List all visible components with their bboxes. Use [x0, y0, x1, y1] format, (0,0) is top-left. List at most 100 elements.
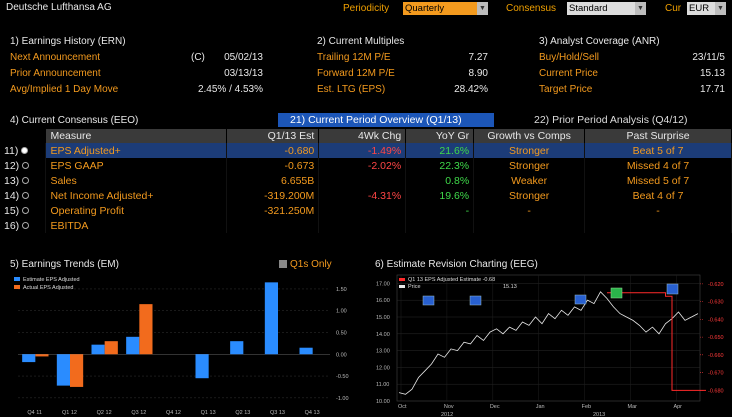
consensus-table: Measure Q1/13 Est 4Wk Chg YoY Gr Growth …: [0, 129, 732, 233]
row-est: -321.250M: [226, 203, 320, 218]
table-row[interactable]: 13) Sales 6.655B 0.8% Weaker Missed 5 of…: [0, 173, 732, 188]
table-row[interactable]: 11) EPS Adjusted+ -0.680 -1.49% 21.6% St…: [0, 143, 732, 158]
event-marker-icon[interactable]: [574, 294, 587, 305]
earnings-trends-chart: 1.50 1.00 0.50 0.00 -0.50 -1.00 Q4 11 Q1 12 Q2 …: [10, 272, 360, 417]
earnings-history-heading[interactable]: 1) Earnings History (ERN): [10, 36, 126, 47]
table-row[interactable]: 15) Operating Profit -321.250M - - -: [0, 203, 732, 218]
tab-current-period-overview[interactable]: 21) Current Period Overview (Q1/13): [278, 113, 494, 127]
event-marker-icon[interactable]: [469, 295, 482, 306]
row-est: -319.200M: [226, 188, 320, 203]
table-header-row: Measure Q1/13 Est 4Wk Chg YoY Gr Growth …: [0, 129, 732, 143]
legend-actual-label: Actual EPS Adjusted: [23, 285, 73, 291]
trend-x-tick: Q2 12: [97, 410, 112, 416]
row-measure: Operating Profit: [45, 203, 228, 218]
radio-icon[interactable]: [22, 192, 30, 200]
trend-x-tick: Q2 13: [235, 410, 250, 416]
radio-icon[interactable]: [22, 222, 30, 230]
row-yoy-gr: 22.3%: [405, 158, 475, 173]
consensus-chevron-down-icon[interactable]: ▼: [635, 2, 646, 15]
est-ltg-label: Est. LTG (EPS): [317, 84, 386, 95]
column-header-4wk-chg[interactable]: 4Wk Chg: [318, 129, 407, 143]
currency-dropdown[interactable]: EUR: [687, 2, 715, 15]
tab-prior-period-analysis[interactable]: 22) Prior Period Analysis (Q4/12): [518, 113, 732, 127]
revision-left-tick: 15.00: [376, 315, 390, 321]
legend-swatch-estimate-line: [399, 278, 405, 281]
revision-charting-heading[interactable]: 6) Estimate Revision Charting (EEG): [375, 259, 538, 270]
radio-icon[interactable]: [22, 207, 30, 215]
row-est: [226, 218, 320, 233]
row-est: -0.680: [226, 143, 320, 158]
revision-chart: 17.00 16.00 15.00 14.00 13.00 12.00 11.00 10.00…: [375, 272, 732, 417]
row-measure: Net Income Adjusted+: [45, 188, 228, 203]
row-index: 13): [0, 173, 47, 188]
target-price-value: 17.71: [699, 84, 725, 95]
next-announcement-label: Next Announcement: [10, 52, 101, 63]
event-marker-icon[interactable]: [422, 295, 435, 306]
estimate-bar: [56, 354, 70, 386]
column-header-past-surprise[interactable]: Past Surprise: [584, 129, 732, 143]
radio-icon[interactable]: [22, 162, 30, 170]
estimate-bar: [299, 347, 313, 355]
row-past-surprise: Beat 5 of 7: [584, 143, 732, 158]
row-4wk-chg: [318, 218, 407, 233]
periodicity-dropdown[interactable]: Quarterly: [403, 2, 477, 15]
earnings-marker-icon[interactable]: [610, 287, 623, 299]
revision-x-tick: Apr: [673, 404, 682, 410]
revision-right-tick: -0.660: [708, 353, 724, 359]
checkbox-icon[interactable]: [279, 260, 287, 269]
estimate-line: [607, 292, 706, 391]
trends-y-ticks: 1.50 1.00 0.50 0.00 -0.50 -1.00: [336, 287, 349, 402]
actual-bar: [35, 354, 49, 357]
current-consensus-heading[interactable]: 4) Current Consensus (EEO): [10, 115, 139, 126]
revision-left-tick: 12.00: [376, 365, 390, 371]
earnings-trends-heading[interactable]: 5) Earnings Trends (EM): [10, 259, 119, 270]
row-measure: EPS Adjusted+: [45, 143, 228, 158]
table-row[interactable]: 16) EBITDA: [0, 218, 732, 233]
row-est: -0.673: [226, 158, 320, 173]
estimate-bar: [230, 341, 244, 355]
row-4wk-chg: [318, 173, 407, 188]
estimate-bar: [126, 336, 140, 355]
revision-left-ticks: 17.00 16.00 15.00 14.00 13.00 12.00 11.00 10.00: [376, 281, 390, 405]
trend-y-tick: 0.00: [336, 352, 347, 358]
consensus-dropdown[interactable]: Standard: [567, 2, 635, 15]
event-marker-icon[interactable]: [666, 283, 679, 295]
title-bar: [0, 0, 732, 17]
row-growth-vs-comps: Stronger: [473, 158, 586, 173]
row-4wk-chg: -4.31%: [318, 188, 407, 203]
row-growth-vs-comps: -: [473, 203, 586, 218]
column-header-growth-vs-comps[interactable]: Growth vs Comps: [473, 129, 586, 143]
table-row[interactable]: 12) EPS GAAP -0.673 -2.02% 22.3% Stronge…: [0, 158, 732, 173]
row-measure: EPS GAAP: [45, 158, 228, 173]
column-header-yoy-gr[interactable]: YoY Gr: [405, 129, 475, 143]
periodicity-chevron-down-icon[interactable]: ▼: [477, 2, 488, 15]
actual-bar: [104, 341, 118, 355]
row-past-surprise: [584, 218, 732, 233]
revision-x-tick: Dec: [490, 404, 500, 410]
app-title: Deutsche Lufthansa AG: [6, 2, 112, 13]
price-line: [398, 291, 699, 395]
row-yoy-gr: 19.6%: [405, 188, 475, 203]
revision-left-tick: 13.00: [376, 349, 390, 355]
q1s-only-toggle[interactable]: Q1s Only: [279, 259, 332, 270]
revision-right-ticks: -0.620 -0.630 -0.640 -0.650 -0.660 -0.670 -0.6…: [700, 282, 724, 394]
row-past-surprise: Beat 4 of 7: [584, 188, 732, 203]
currency-chevron-down-icon[interactable]: ▼: [715, 2, 726, 15]
analyst-coverage-heading[interactable]: 3) Analyst Coverage (ANR): [539, 36, 660, 47]
trend-y-tick: 0.50: [336, 330, 347, 336]
radio-icon[interactable]: [22, 177, 30, 185]
current-multiples-heading: 2) Current Multiples: [317, 36, 405, 47]
trends-chart-bg: [10, 272, 360, 417]
column-header-measure[interactable]: Measure: [45, 129, 228, 143]
row-measure: EBITDA: [45, 218, 228, 233]
avg-move-value: 2.45% / 4.53%: [197, 84, 263, 95]
table-row[interactable]: 14) Net Income Adjusted+ -319.200M -4.31…: [0, 188, 732, 203]
next-announcement-value: 05/02/13: [224, 52, 263, 63]
q1s-only-label: Q1s Only: [290, 259, 332, 270]
row-yoy-gr: [405, 218, 475, 233]
radio-selected-icon[interactable]: [21, 147, 29, 155]
column-header-est[interactable]: Q1/13 Est: [226, 129, 320, 143]
legend-swatch-estimate: [14, 277, 20, 281]
row-index-label: 15): [4, 204, 20, 217]
revision-left-tick: 10.00: [376, 399, 390, 405]
